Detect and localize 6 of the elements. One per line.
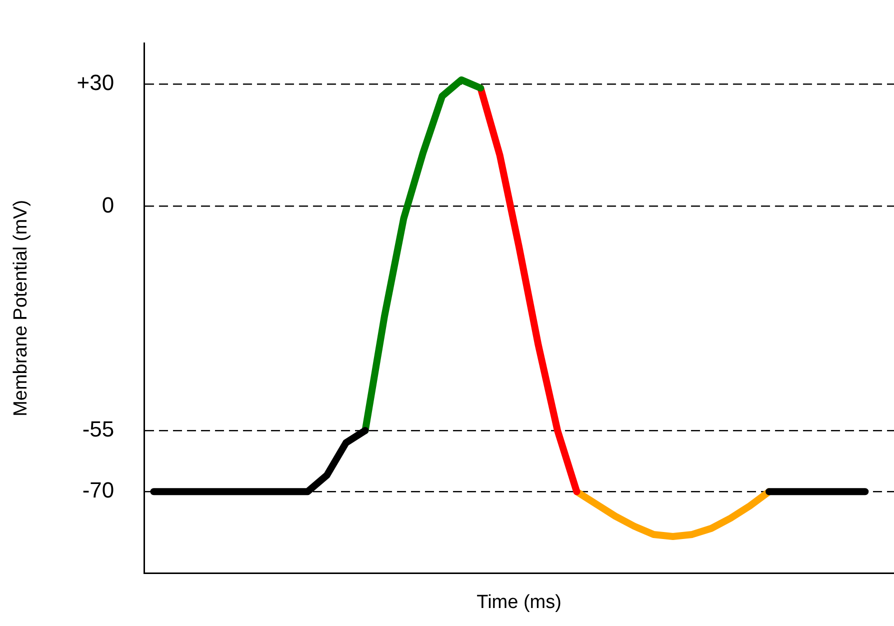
y-tick-label: -70 [82, 478, 114, 503]
x-axis-title: Time (ms) [476, 592, 562, 613]
y-tick-label: 0 [102, 192, 114, 218]
y-tick-label: -55 [82, 416, 114, 442]
y-tick-label: +30 [76, 70, 114, 96]
y-axis-title: Membrane Potential (mV) [10, 200, 32, 416]
